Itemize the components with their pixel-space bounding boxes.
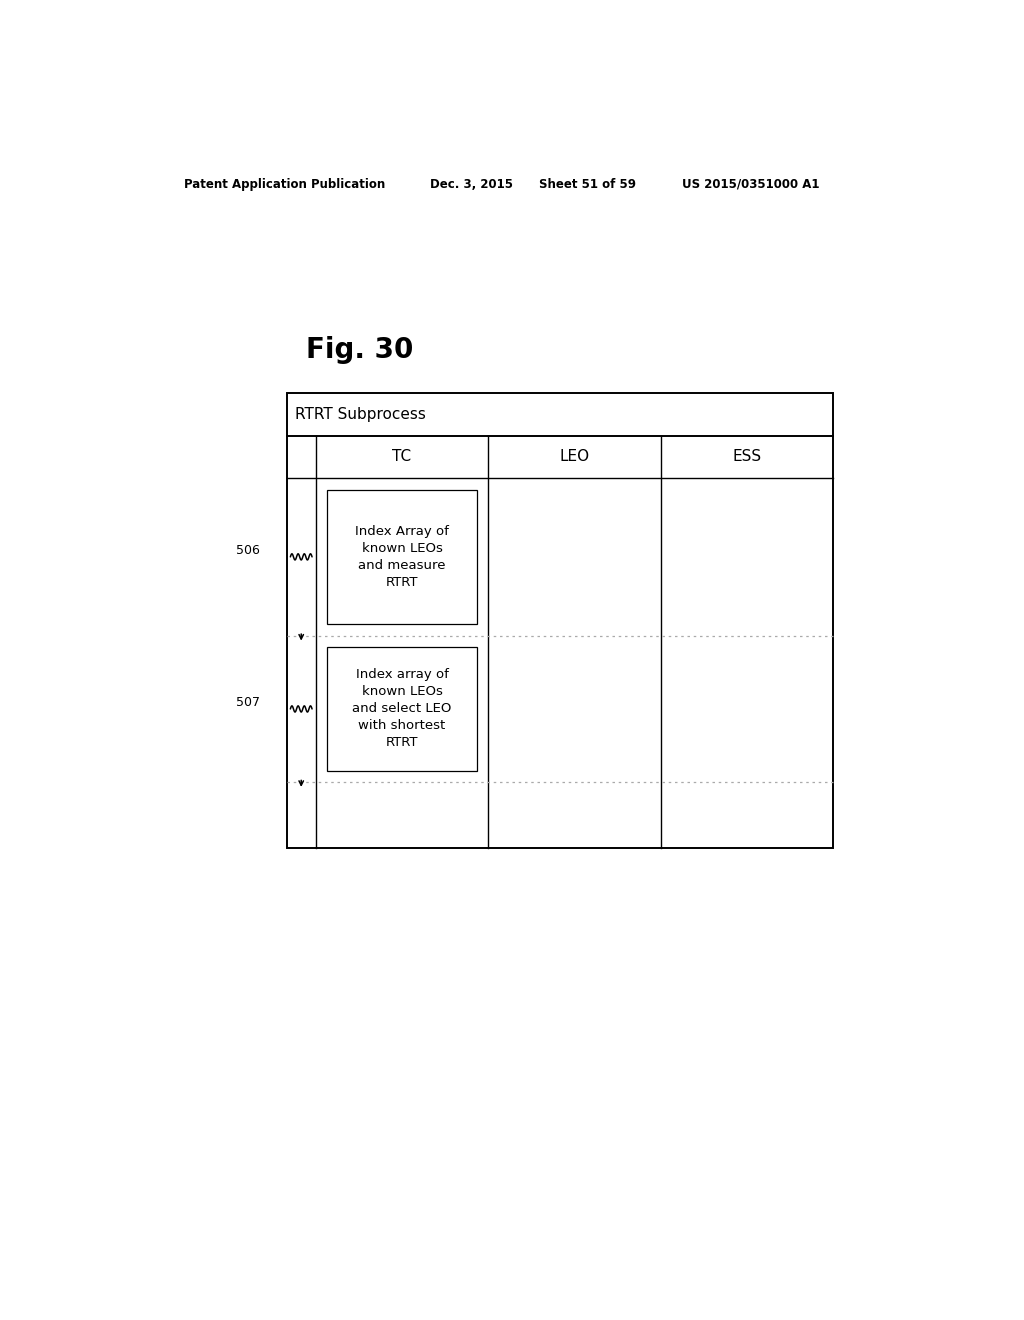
Bar <box>328 490 477 624</box>
Text: Index array of
known LEOs
and select LEO
with shortest
RTRT: Index array of known LEOs and select LEO… <box>352 668 452 750</box>
Text: 507: 507 <box>236 696 260 709</box>
Text: Dec. 3, 2015: Dec. 3, 2015 <box>430 178 513 190</box>
Text: 506: 506 <box>236 544 260 557</box>
Text: US 2015/0351000 A1: US 2015/0351000 A1 <box>682 178 819 190</box>
Text: TC: TC <box>392 449 412 465</box>
Text: Patent Application Publication: Patent Application Publication <box>183 178 385 190</box>
Text: RTRT Subprocess: RTRT Subprocess <box>295 407 426 422</box>
Text: LEO: LEO <box>560 449 590 465</box>
Text: Fig. 30: Fig. 30 <box>306 335 414 363</box>
Bar <box>287 393 834 847</box>
Text: ESS: ESS <box>732 449 762 465</box>
Bar <box>328 647 477 771</box>
Text: Index Array of
known LEOs
and measure
RTRT: Index Array of known LEOs and measure RT… <box>355 525 449 589</box>
Text: Sheet 51 of 59: Sheet 51 of 59 <box>539 178 636 190</box>
